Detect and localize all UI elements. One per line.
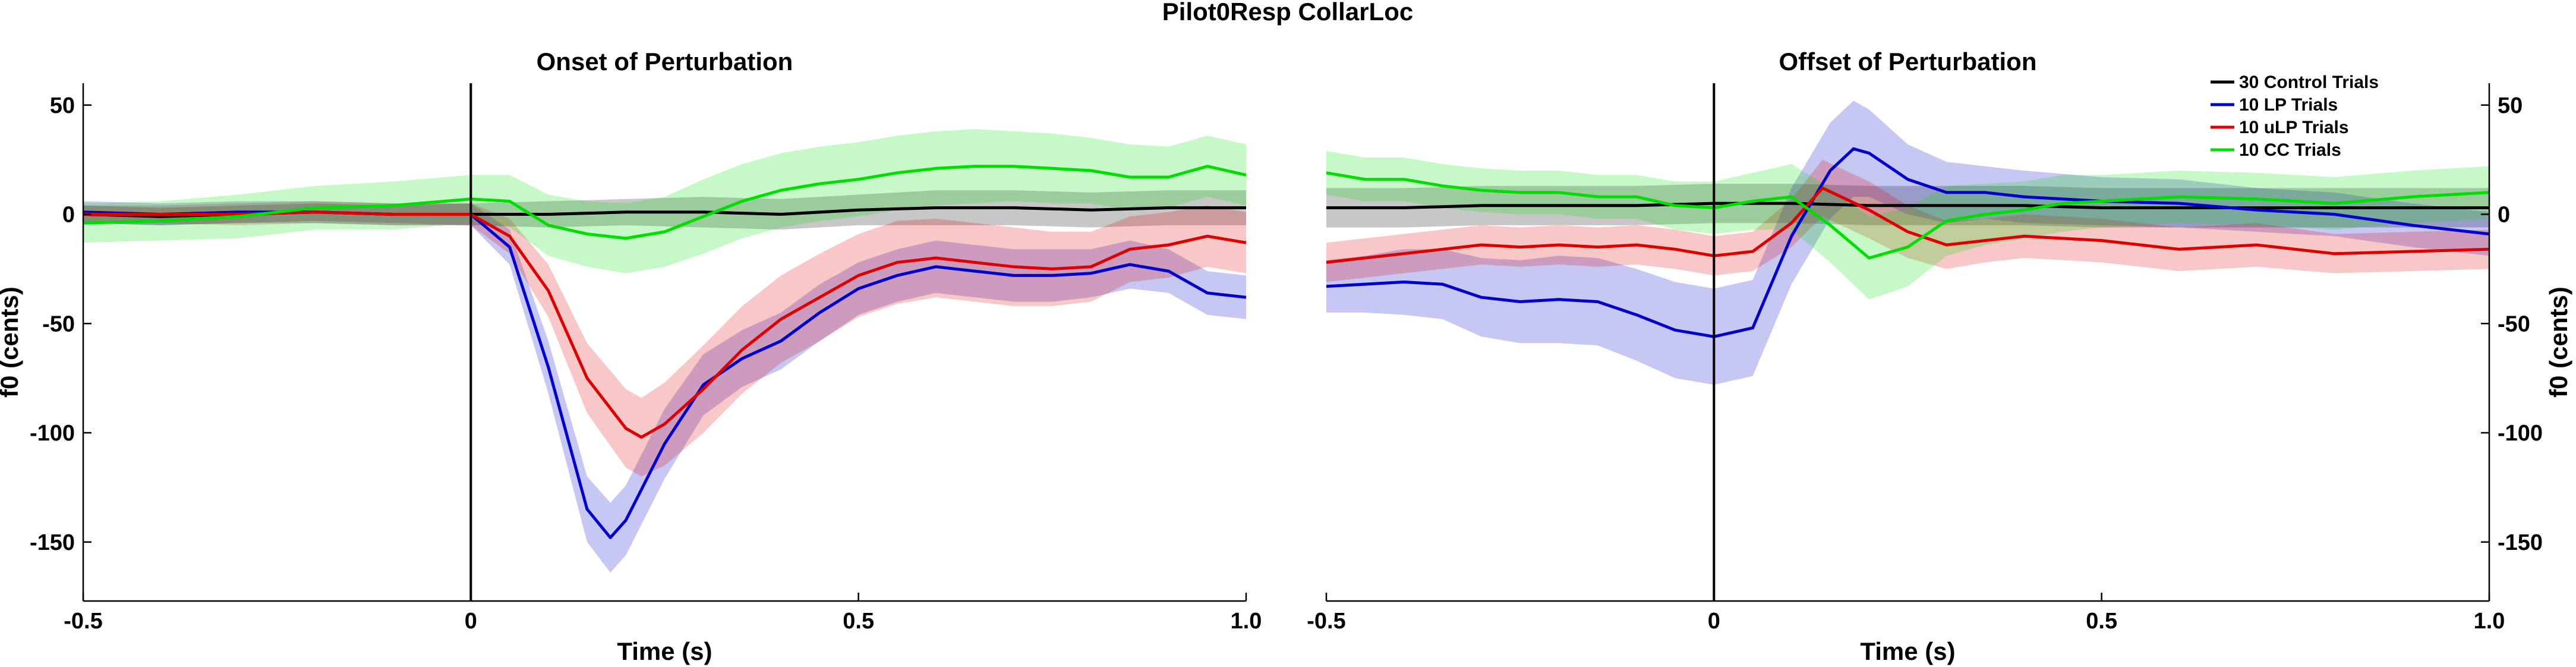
y-tick-label: 0 [2498,203,2510,228]
x-tick-label: -0.5 [1307,609,1345,634]
x-tick-label: -0.5 [64,609,102,634]
y-tick-label: -50 [42,312,75,336]
band-10-cc-trials [1326,150,2489,300]
panel-title: Onset of Perturbation [537,48,793,75]
legend-entry-30-control-trials: 30 Control Trials [2239,73,2379,92]
y-tick-label: 50 [50,93,75,118]
y-axis-label: f0 (cents) [0,287,23,398]
y-axis-label: f0 (cents) [2545,287,2572,398]
figure-title: Pilot0Resp CollarLoc [1162,0,1413,26]
y-tick-label: 0 [62,203,75,228]
x-tick-label: 1.0 [1231,609,1262,634]
band-10-lp-trials [1326,100,2489,385]
x-tick-label: 0.5 [2086,609,2117,634]
y-tick-label: 50 [2498,93,2523,118]
x-axis-label: Time (s) [617,637,712,665]
series-line-10-ulp-trials [83,210,1247,439]
x-tick-label: 0.5 [843,609,874,634]
legend: 30 Control Trials 10 LP Trials 10 uLP Tria… [2211,73,2379,160]
x-tick-label: 0 [465,609,477,634]
y-tick-label: -50 [2498,312,2530,336]
legend-entry-10-lp-trials: 10 LP Trials [2239,95,2338,115]
y-tick-label: -150 [30,530,75,555]
y-tick-label: -150 [2498,530,2543,555]
y-tick-label: -100 [2498,421,2543,446]
band-10-lp-trials [83,201,1246,573]
y-tick-label: -100 [30,421,75,446]
series-line-10-cc-trials [1326,171,2490,260]
series-line-10-cc-trials [83,165,1247,240]
x-tick-label: 1.0 [2474,609,2505,634]
onset-panel: Onset of Perturbation -0.5 0 0.5 1.0 Time (s)… [0,48,1262,665]
legend-entry-10-ulp-trials: 10 uLP Trials [2239,118,2349,137]
series-line-10-ulp-trials [1326,186,2490,264]
x-axis-label: Time (s) [1860,637,1955,665]
band-10-cc-trials [83,129,1246,273]
panel-title: Offset of Perturbation [1779,48,2036,75]
offset-panel: Offset of Perturbation -0.5 0 0.5 1.0 Time (s… [1307,48,2572,665]
band-30-control-trials [83,190,1246,230]
band-10-ulp-trials [1326,159,2489,282]
series-line-30-control-trials [1326,202,2489,209]
legend-entry-10-cc-trials: 10 CC Trials [2239,140,2341,160]
x-tick-label: 0 [1708,609,1720,634]
